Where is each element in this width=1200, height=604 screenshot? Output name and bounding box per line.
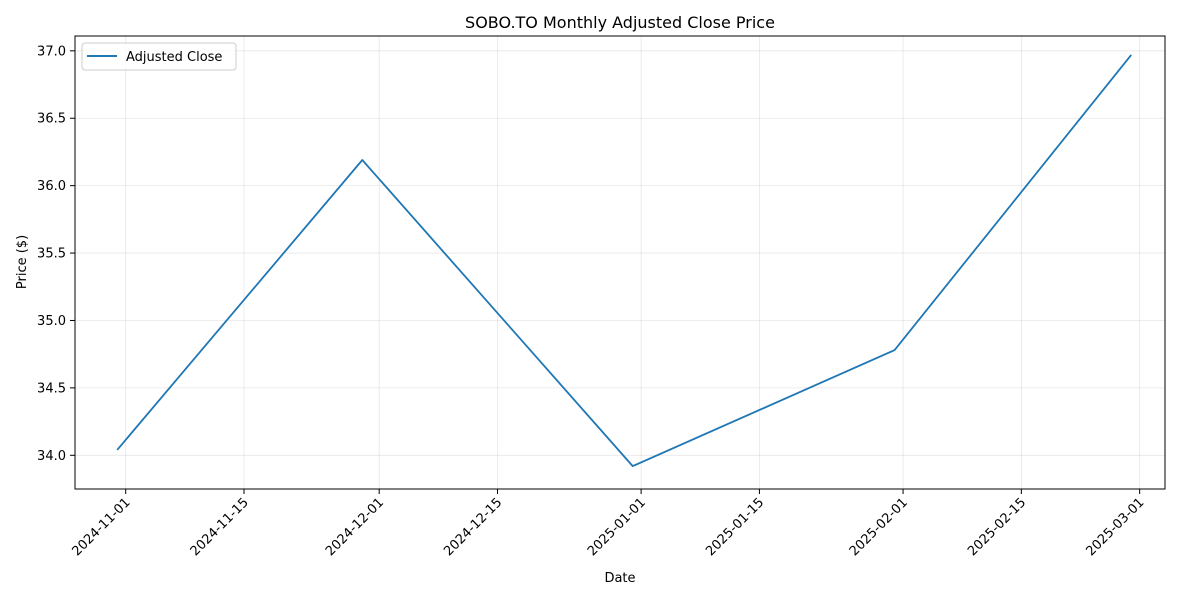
y-axis-title: Price ($) bbox=[15, 235, 30, 289]
legend: Adjusted Close bbox=[82, 43, 236, 70]
y-tick-label: 37.0 bbox=[37, 44, 66, 59]
legend-label-adjusted-close: Adjusted Close bbox=[126, 50, 222, 65]
y-tick-label: 34.5 bbox=[37, 381, 66, 396]
chart-title: SOBO.TO Monthly Adjusted Close Price bbox=[465, 13, 775, 32]
y-tick-label: 35.5 bbox=[37, 247, 66, 262]
y-tick-label: 36.0 bbox=[37, 179, 66, 194]
x-axis-title: Date bbox=[604, 571, 635, 586]
y-tick-label: 35.0 bbox=[37, 314, 66, 329]
y-tick-label: 34.0 bbox=[37, 449, 66, 464]
y-tick-label: 36.5 bbox=[37, 112, 66, 127]
